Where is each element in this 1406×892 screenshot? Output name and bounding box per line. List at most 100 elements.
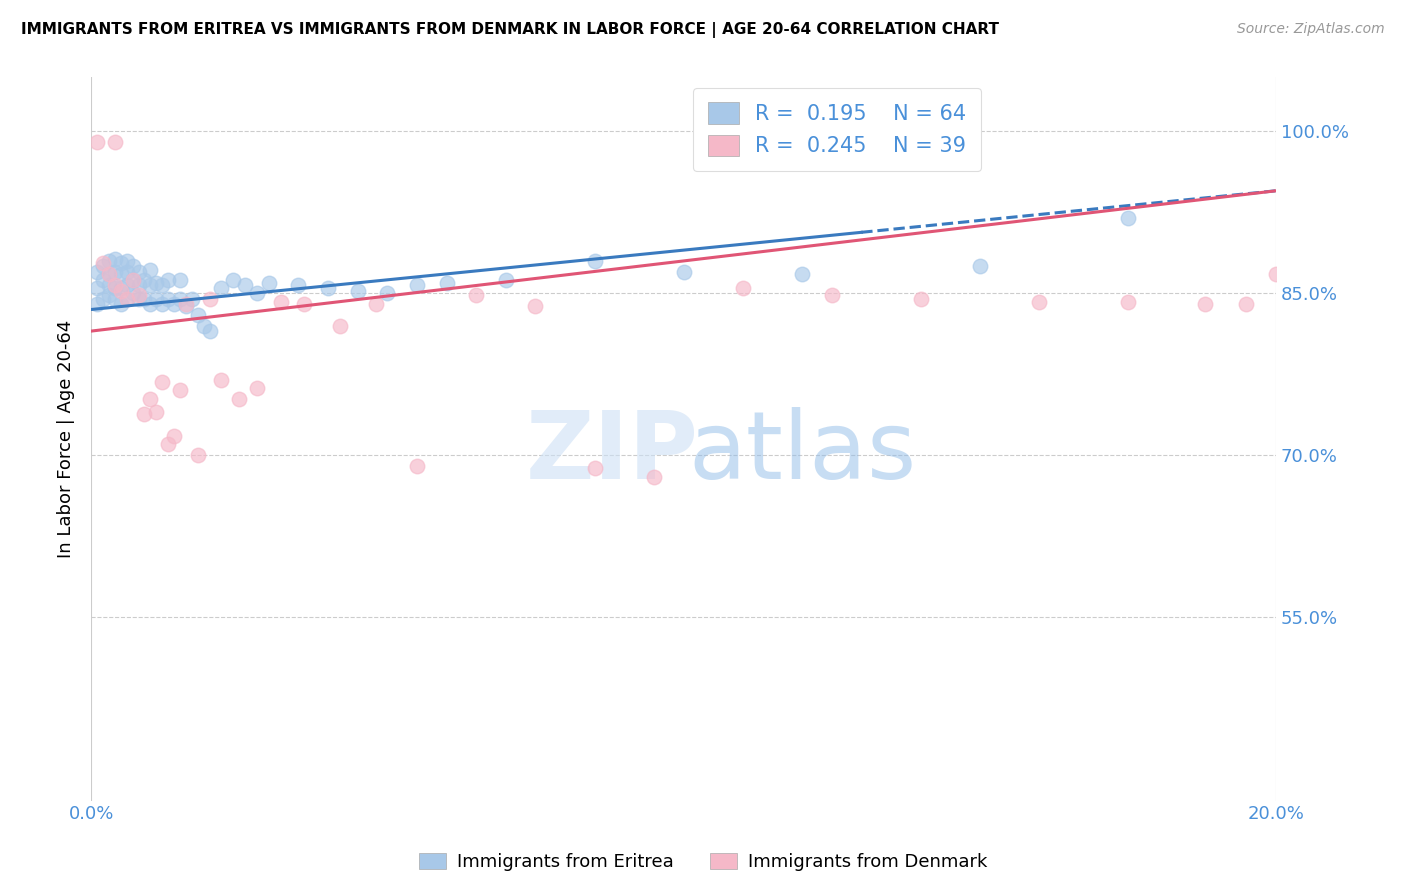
- Point: [246, 286, 269, 301]
- Point: [157, 292, 180, 306]
- Point: [139, 277, 162, 292]
- Point: [643, 470, 665, 484]
- Point: [128, 292, 150, 306]
- Point: [169, 384, 191, 398]
- Point: [97, 267, 120, 281]
- Point: [128, 277, 150, 292]
- Point: [145, 405, 167, 419]
- Point: [1234, 297, 1257, 311]
- Point: [524, 299, 547, 313]
- Point: [115, 254, 138, 268]
- Text: Source: ZipAtlas.com: Source: ZipAtlas.com: [1237, 22, 1385, 37]
- Point: [495, 273, 517, 287]
- Point: [246, 381, 269, 395]
- Point: [211, 373, 233, 387]
- Point: [198, 324, 221, 338]
- Point: [198, 292, 221, 306]
- Point: [406, 458, 429, 473]
- Point: [1194, 297, 1216, 311]
- Point: [139, 262, 162, 277]
- Point: [150, 297, 173, 311]
- Point: [174, 299, 197, 313]
- Point: [583, 461, 606, 475]
- Point: [115, 265, 138, 279]
- Point: [91, 260, 114, 274]
- Point: [346, 284, 368, 298]
- Point: [228, 392, 250, 406]
- Point: [406, 277, 429, 292]
- Point: [110, 267, 132, 281]
- Point: [1116, 295, 1139, 310]
- Point: [139, 392, 162, 406]
- Point: [211, 281, 233, 295]
- Point: [121, 286, 143, 301]
- Point: [145, 276, 167, 290]
- Point: [222, 273, 245, 287]
- Point: [128, 288, 150, 302]
- Point: [150, 375, 173, 389]
- Point: [121, 273, 143, 287]
- Point: [1116, 211, 1139, 225]
- Point: [257, 276, 280, 290]
- Point: [110, 281, 132, 295]
- Point: [97, 267, 120, 281]
- Point: [115, 292, 138, 306]
- Point: [139, 297, 162, 311]
- Point: [110, 297, 132, 311]
- Point: [180, 292, 202, 306]
- Point: [134, 407, 156, 421]
- Point: [163, 429, 186, 443]
- Point: [910, 292, 932, 306]
- Point: [364, 297, 387, 311]
- Point: [187, 448, 209, 462]
- Point: [91, 256, 114, 270]
- Point: [790, 267, 813, 281]
- Point: [169, 273, 191, 287]
- Point: [287, 277, 309, 292]
- Point: [97, 288, 120, 302]
- Point: [86, 265, 108, 279]
- Point: [97, 277, 120, 292]
- Point: [104, 265, 127, 279]
- Point: [121, 273, 143, 287]
- Point: [157, 437, 180, 451]
- Point: [104, 277, 127, 292]
- Point: [86, 281, 108, 295]
- Point: [1028, 295, 1050, 310]
- Point: [145, 292, 167, 306]
- Point: [316, 281, 339, 295]
- Point: [233, 277, 256, 292]
- Point: [169, 292, 191, 306]
- Point: [436, 276, 458, 290]
- Text: ZIP: ZIP: [526, 408, 699, 500]
- Point: [110, 284, 132, 298]
- Point: [134, 292, 156, 306]
- Point: [821, 288, 844, 302]
- Point: [157, 273, 180, 287]
- Point: [121, 260, 143, 274]
- Point: [969, 260, 991, 274]
- Point: [91, 292, 114, 306]
- Point: [270, 295, 292, 310]
- Point: [104, 281, 127, 295]
- Point: [672, 265, 695, 279]
- Point: [1265, 267, 1288, 281]
- Point: [583, 254, 606, 268]
- Point: [91, 273, 114, 287]
- Point: [193, 318, 215, 333]
- Text: IMMIGRANTS FROM ERITREA VS IMMIGRANTS FROM DENMARK IN LABOR FORCE | AGE 20-64 CO: IMMIGRANTS FROM ERITREA VS IMMIGRANTS FR…: [21, 22, 1000, 38]
- Y-axis label: In Labor Force | Age 20-64: In Labor Force | Age 20-64: [58, 320, 75, 558]
- Point: [86, 135, 108, 149]
- Point: [150, 277, 173, 292]
- Point: [115, 277, 138, 292]
- Point: [134, 273, 156, 287]
- Point: [294, 297, 316, 311]
- Text: atlas: atlas: [688, 408, 917, 500]
- Point: [104, 252, 127, 266]
- Point: [465, 288, 488, 302]
- Point: [104, 135, 127, 149]
- Point: [329, 318, 352, 333]
- Point: [187, 308, 209, 322]
- Legend: R =  0.195    N = 64, R =  0.245    N = 39: R = 0.195 N = 64, R = 0.245 N = 39: [693, 87, 981, 171]
- Point: [86, 297, 108, 311]
